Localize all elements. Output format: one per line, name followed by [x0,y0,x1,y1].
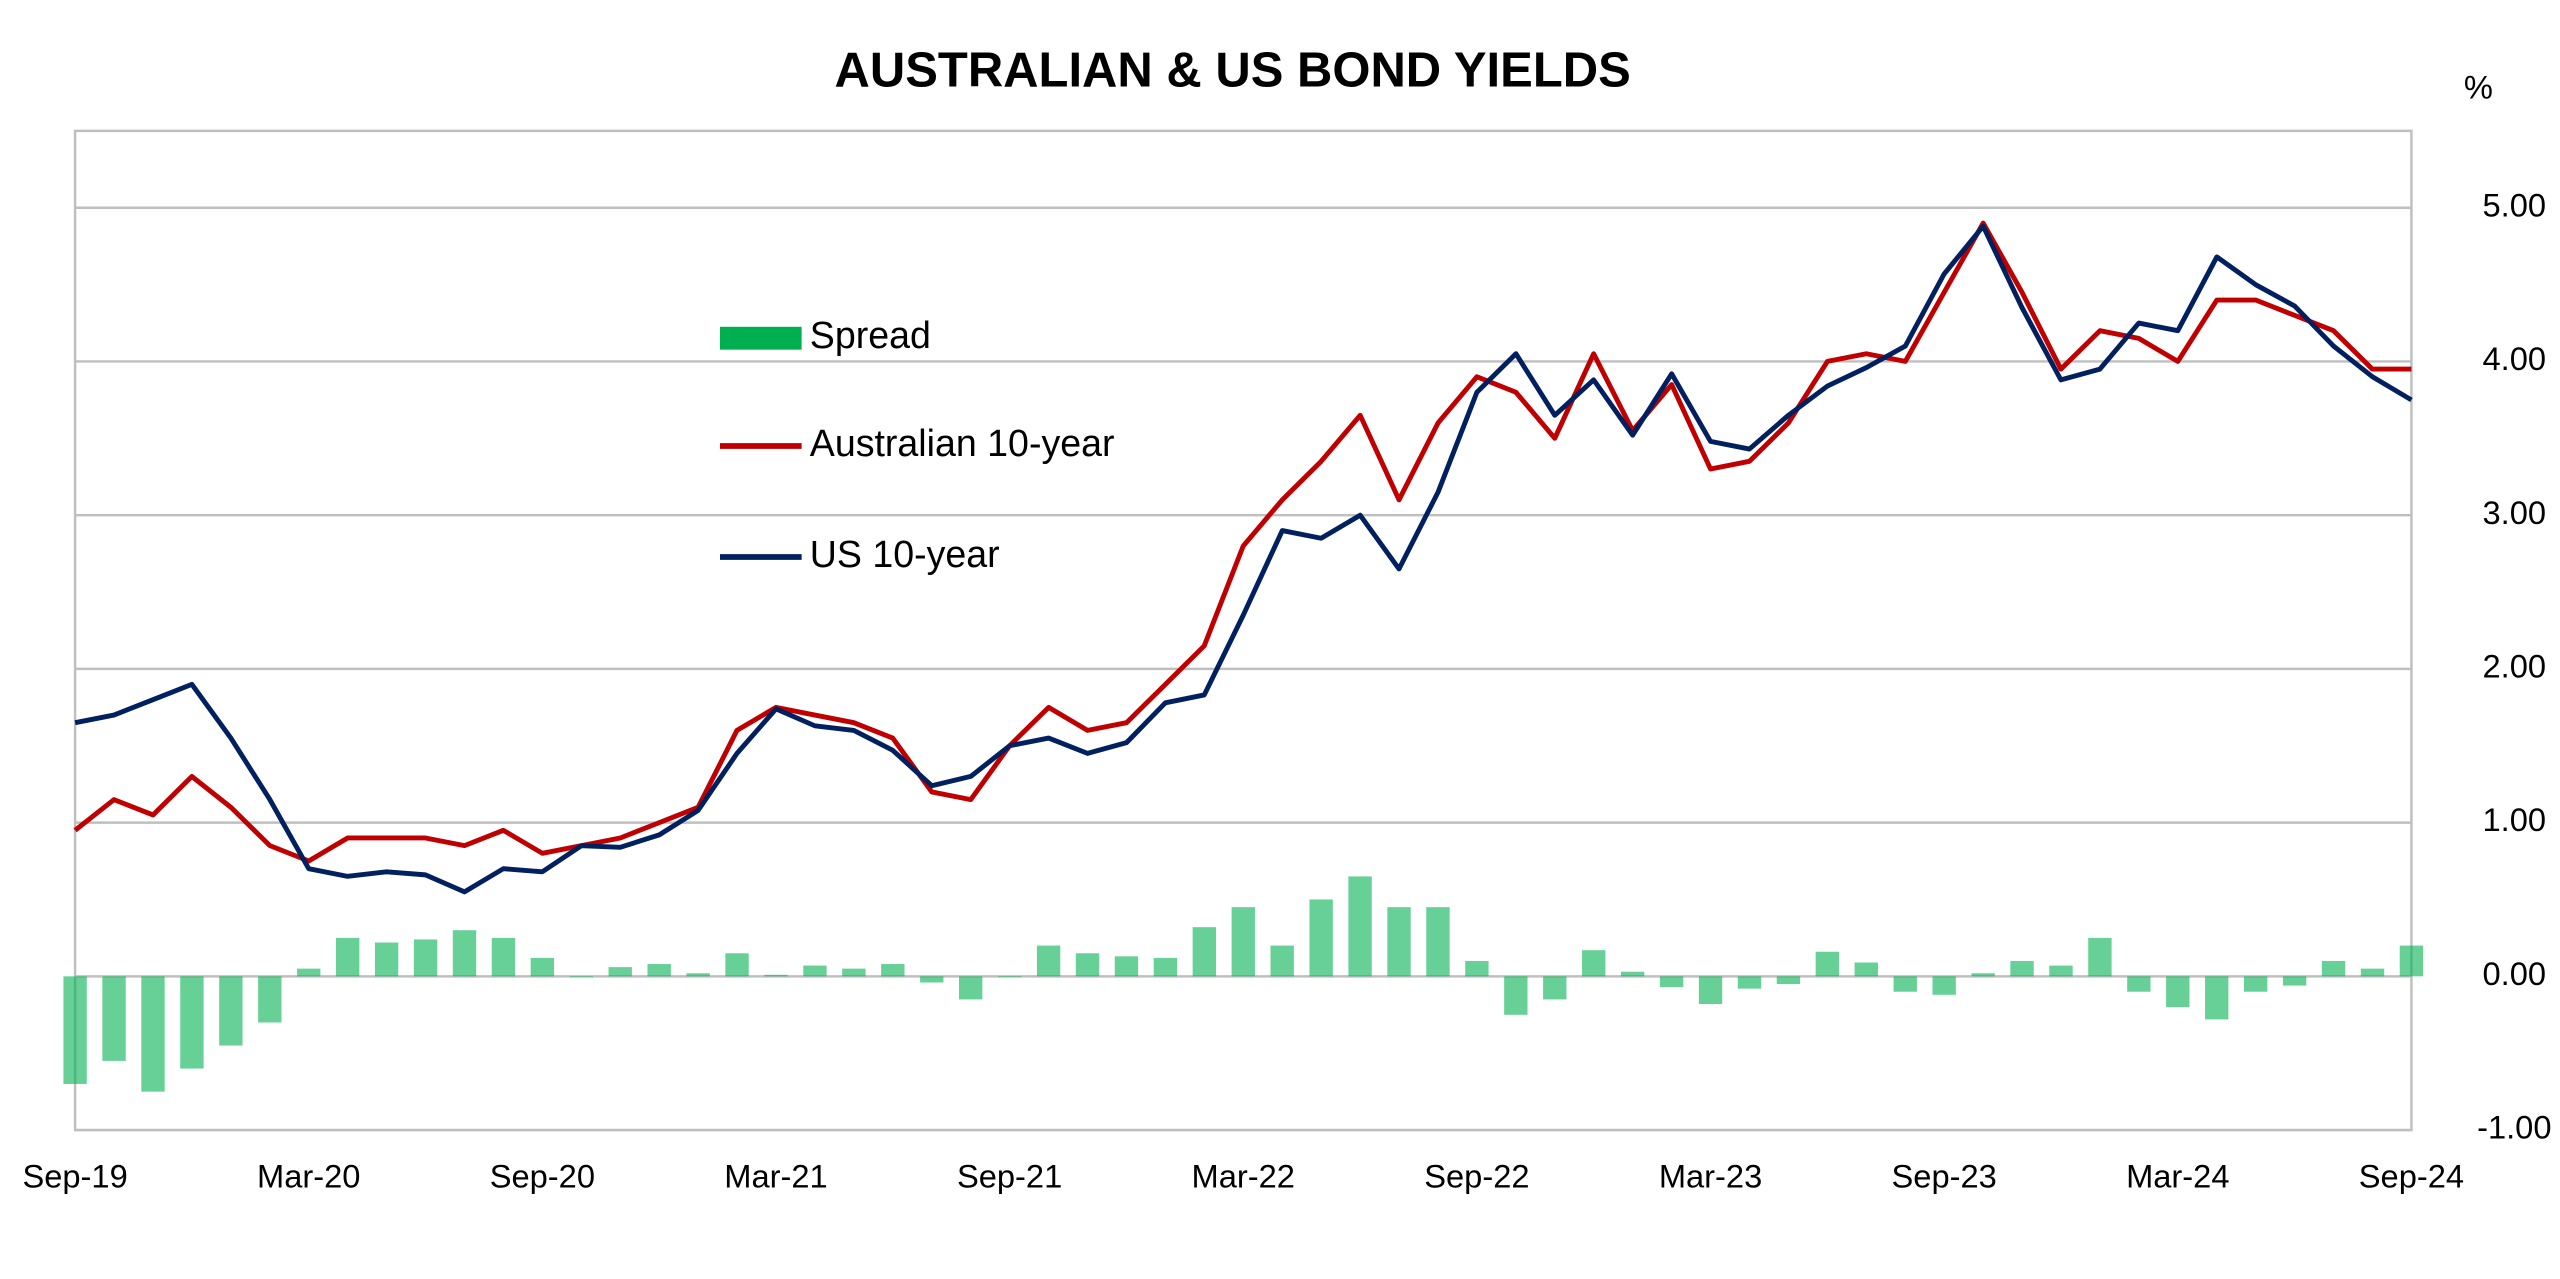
x-tick-label: Mar-23 [1659,1158,1762,1195]
spread-bar [1270,945,1294,977]
spread-bar [452,930,477,977]
x-tick-label: Sep-20 [490,1158,595,1195]
spread-bar [1114,956,1139,977]
spread-bar [608,967,632,977]
spread-bar [2010,960,2034,977]
spread-bar [1737,976,1762,989]
legend-label: Australian 10-year [810,422,1115,464]
spread-bar [1348,876,1372,977]
spread-bar [686,973,710,977]
spread-bar [1620,971,1645,977]
spread-bar [803,965,827,977]
x-tick-label: Mar-24 [2126,1158,2229,1195]
spread-bar [63,976,87,1084]
spread-bar [491,937,516,977]
legend-swatch [720,326,802,350]
chart-title: AUSTRALIAN & US BOND YIELDS [835,44,1631,98]
spread-bar [1971,973,1995,977]
spread-bar [1776,976,1801,985]
y-tick-label: 5.00 [2483,186,2547,223]
spread-bar [1543,976,1567,1000]
spread-bar [1153,957,1178,977]
y-tick-label: 2.00 [2483,648,2547,685]
spread-bar [1698,976,1723,1005]
spread-bar [335,937,360,977]
y-unit: % [2464,69,2493,106]
spread-bar [959,976,983,1000]
spread-bar [2088,937,2112,977]
spread-bar [2243,976,2268,992]
y-tick-label: 4.00 [2483,340,2547,377]
spread-bar [997,976,1022,978]
spread-bar [530,957,555,977]
spread-bar [258,976,282,1023]
spread-bar [219,976,243,1046]
x-tick-label: Sep-24 [2359,1158,2464,1195]
spread-bar [881,964,905,977]
plot-border [73,129,2413,1132]
spread-bar [2127,976,2151,992]
spread-bar [1893,976,1917,992]
x-tick-label: Sep-23 [1892,1158,1997,1195]
spread-bar [2360,968,2385,977]
spread-bar [725,953,749,977]
y-tick-label: -1.00 [2477,1109,2551,1146]
series-line [73,220,2412,864]
legend-label: US 10-year [810,533,1000,575]
spread-bar [413,939,438,977]
y-tick-label: 1.00 [2483,801,2547,838]
spread-bar [102,976,126,1061]
spread-bar [1504,976,1528,1015]
spread-bar [920,976,944,983]
series-line [74,223,2413,895]
spread-bar [1582,950,1606,977]
x-tick-label: Mar-21 [724,1158,827,1195]
y-tick-label: 3.00 [2483,494,2547,531]
spread-bar [180,976,204,1069]
spread-bar [297,968,321,977]
spread-bar [569,976,593,978]
spread-bar [1659,976,1684,988]
spread-bar [1465,960,1489,977]
spread-bar [141,976,165,1092]
x-tick-label: Sep-21 [957,1158,1062,1195]
x-tick-label: Sep-19 [22,1158,127,1195]
spread-bar [1932,976,1956,995]
spread-bar [764,974,788,977]
spread-bar [1854,962,1878,977]
spread-bar [2321,960,2346,977]
spread-bar [374,942,399,977]
x-tick-label: Mar-22 [1192,1158,1295,1195]
spread-bar [1309,899,1333,977]
y-tick-label: 0.00 [2483,955,2547,992]
spread-bar [1036,945,1061,977]
spread-bar [1815,951,1840,977]
spread-bar [1231,907,1255,977]
spread-bar [1075,953,1100,977]
x-tick-label: Sep-22 [1424,1158,1529,1195]
legend-label: Spread [810,314,931,356]
x-tick-label: Mar-20 [257,1158,360,1195]
spread-bar [2049,965,2073,977]
spread-bar [2399,945,2424,977]
spread-bar [2166,976,2190,1008]
spread-bar [1192,927,1217,977]
spread-bar [1387,907,1411,977]
spread-bar [1426,907,1450,977]
spread-bar [842,968,866,977]
spread-bar [2282,976,2307,986]
spread-bar [2205,976,2229,1020]
spread-bar [647,964,671,977]
